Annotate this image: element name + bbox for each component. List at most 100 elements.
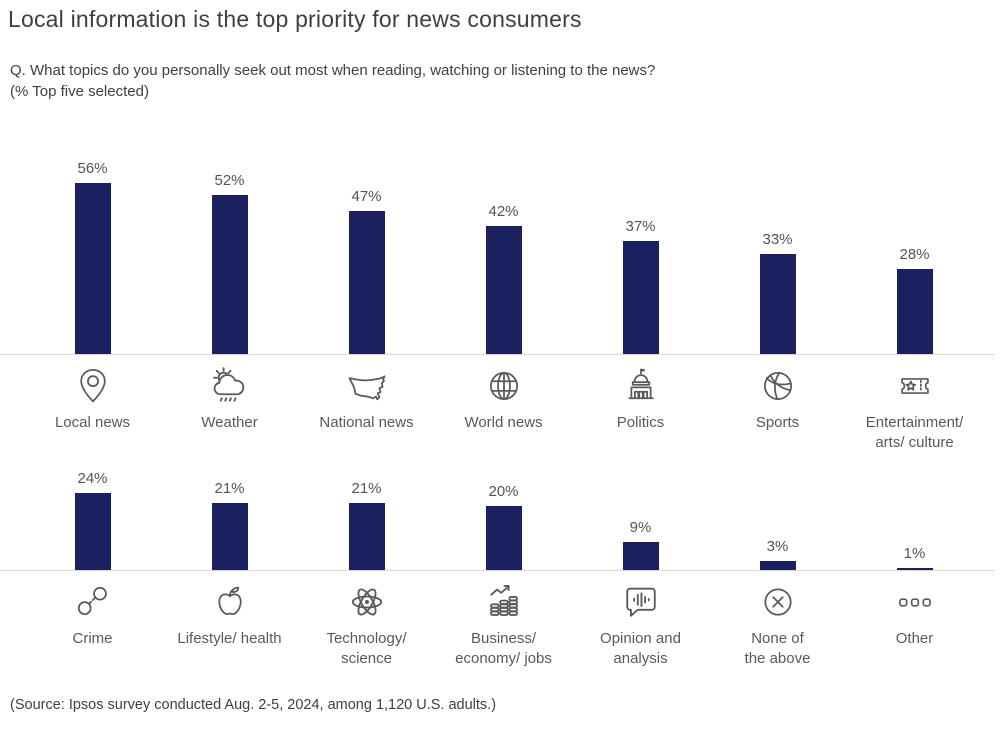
bar-column-local-news: 56% bbox=[24, 155, 161, 355]
category-business: Business/ economy/ jobs bbox=[435, 571, 572, 669]
bar-value-label: 9% bbox=[629, 518, 652, 536]
bar-value-label: 20% bbox=[488, 483, 519, 500]
bar-column-opinion-and: 9% bbox=[572, 460, 709, 571]
sun-cloud-rain-icon bbox=[212, 367, 244, 402]
icon-box bbox=[757, 578, 799, 626]
globe-icon bbox=[489, 372, 518, 400]
bar-chart-row-top: 56% 52% 47% 42% 37% 33% 28% Local news Weather N… bbox=[0, 155, 1003, 453]
bar-value-label: 3% bbox=[766, 538, 789, 556]
category-label: Politics bbox=[616, 414, 665, 431]
category-sports: Sports bbox=[709, 355, 846, 453]
category-world-news: World news bbox=[435, 355, 572, 453]
bar-column-politics: 37% bbox=[572, 155, 709, 355]
page-title: Local information is the top priority fo… bbox=[8, 6, 582, 32]
icon-box bbox=[482, 578, 526, 626]
category-label: Sports bbox=[755, 414, 800, 431]
bar-value-label: 33% bbox=[762, 230, 793, 248]
ticket-icon bbox=[900, 378, 929, 394]
bars-track-top: 56% 52% 47% 42% 37% 33% 28% bbox=[0, 155, 1003, 355]
axis-baseline-bottom bbox=[0, 570, 995, 571]
bar-value-label: 47% bbox=[351, 187, 382, 205]
location-pin-icon bbox=[79, 368, 106, 403]
category-label: Entertainment/ arts/ culture bbox=[865, 414, 964, 451]
category-crime: Crime bbox=[24, 571, 161, 669]
volleyball-icon bbox=[763, 372, 792, 400]
bar-column-lifestyle-health: 21% bbox=[161, 460, 298, 571]
bar-column-sports: 33% bbox=[709, 155, 846, 355]
icon-box bbox=[620, 362, 662, 410]
bar-column-world-news: 42% bbox=[435, 155, 572, 355]
source-note: (Source: Ipsos survey conducted Aug. 2-5… bbox=[10, 697, 497, 713]
bar-value-label: 52% bbox=[214, 172, 245, 190]
bar-lifestyle-health bbox=[211, 502, 248, 571]
coin-stacks-growth-icon bbox=[489, 585, 518, 616]
axis-baseline-top bbox=[0, 354, 995, 355]
capitol-icon bbox=[627, 368, 654, 400]
bar-national-news bbox=[348, 210, 385, 355]
bar-world-news bbox=[485, 226, 522, 355]
bar-column-other: 1% bbox=[846, 460, 983, 571]
icon-box bbox=[483, 362, 525, 410]
category-label: National news bbox=[319, 414, 414, 431]
category-label: Lifestyle/ health bbox=[177, 630, 282, 647]
category-label: Other bbox=[895, 630, 934, 647]
bar-value-label: 1% bbox=[903, 544, 926, 562]
bar-value-label: 37% bbox=[625, 218, 656, 236]
bar-column-entertainment: 28% bbox=[846, 155, 983, 355]
bar-business bbox=[485, 506, 522, 571]
icon-box bbox=[342, 362, 392, 410]
category-label: Opinion and analysis bbox=[600, 630, 681, 667]
category-local-news: Local news bbox=[24, 355, 161, 453]
category-weather: Weather bbox=[161, 355, 298, 453]
circle-x-icon bbox=[763, 588, 792, 616]
bar-chart-row-bottom: 24% 21% 21% 20% 9% 3% 1% Crime Lifestyle/ healt… bbox=[0, 460, 1003, 669]
category-opinion-and: Opinion and analysis bbox=[572, 571, 709, 669]
bar-local-news bbox=[74, 183, 111, 355]
bar-value-label: 21% bbox=[351, 479, 382, 497]
category-other: Other bbox=[846, 571, 983, 669]
icon-box bbox=[72, 578, 114, 626]
bar-column-business: 20% bbox=[435, 460, 572, 571]
icon-box bbox=[345, 578, 389, 626]
bar-value-label: 42% bbox=[488, 203, 519, 221]
bar-column-crime: 24% bbox=[24, 460, 161, 571]
icon-box bbox=[209, 578, 251, 626]
bar-column-none-of: 3% bbox=[709, 460, 846, 571]
bar-none-of bbox=[759, 561, 796, 571]
category-none-of: None of the above bbox=[709, 571, 846, 669]
bar-column-technology: 21% bbox=[298, 460, 435, 571]
bar-weather bbox=[211, 195, 248, 355]
category-label: Local news bbox=[54, 414, 131, 431]
icon-box bbox=[892, 362, 938, 410]
bar-technology bbox=[348, 502, 385, 571]
category-icons-bottom: Crime Lifestyle/ health Technology/ scienc… bbox=[0, 571, 1003, 669]
icon-box bbox=[72, 362, 114, 410]
icon-box bbox=[208, 362, 252, 410]
category-entertainment: Entertainment/ arts/ culture bbox=[846, 355, 983, 453]
apple-icon bbox=[217, 586, 242, 615]
speech-bubble-equalizer-icon bbox=[625, 587, 656, 617]
category-icons-top: Local news Weather National news World news… bbox=[0, 355, 1003, 453]
bar-other bbox=[896, 567, 933, 571]
chart-subtitle: Q. What topics do you personally seek ou… bbox=[10, 60, 655, 102]
category-national-news: National news bbox=[298, 355, 435, 453]
bar-politics bbox=[622, 241, 659, 355]
bar-column-national-news: 47% bbox=[298, 155, 435, 355]
category-label: Weather bbox=[201, 414, 258, 431]
bar-entertainment bbox=[896, 269, 933, 355]
icon-box bbox=[619, 578, 663, 626]
bar-value-label: 24% bbox=[77, 470, 108, 487]
category-lifestyle-health: Lifestyle/ health bbox=[161, 571, 298, 669]
category-label: Technology/ science bbox=[326, 630, 407, 667]
category-politics: Politics bbox=[572, 355, 709, 453]
ellipsis-icon bbox=[898, 597, 931, 607]
bar-sports bbox=[759, 253, 796, 355]
survey-question: Q. What topics do you personally seek ou… bbox=[10, 62, 656, 79]
bar-column-weather: 52% bbox=[161, 155, 298, 355]
us-map-icon bbox=[348, 375, 385, 401]
bar-crime bbox=[74, 493, 111, 571]
icon-box bbox=[895, 578, 935, 626]
bar-value-label: 56% bbox=[77, 160, 108, 178]
atom-icon bbox=[351, 588, 382, 616]
bar-value-label: 28% bbox=[899, 246, 930, 264]
